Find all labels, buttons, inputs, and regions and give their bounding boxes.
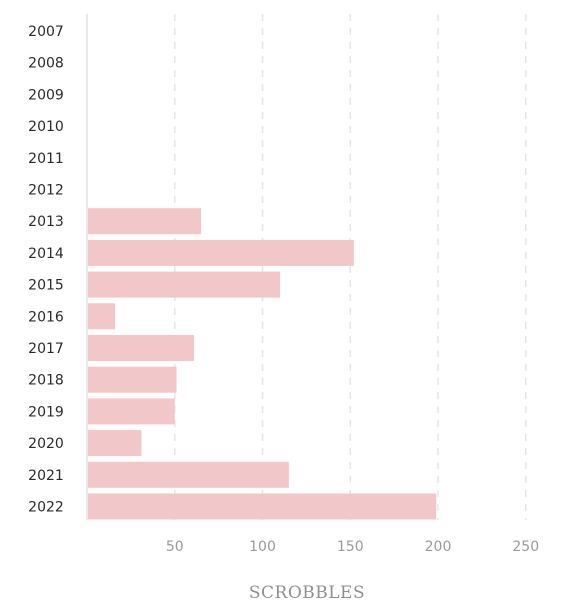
year-label: 2015 <box>28 278 64 294</box>
bar-2022[interactable] <box>88 493 437 520</box>
bars <box>88 208 437 520</box>
year-label: 2007 <box>28 24 64 40</box>
bar-2016[interactable] <box>88 303 116 330</box>
bar-2018[interactable] <box>88 366 177 393</box>
x-tick-label: 50 <box>166 539 184 555</box>
year-label: 2017 <box>28 341 64 357</box>
year-label: 2021 <box>28 468 64 484</box>
year-label: 2014 <box>28 246 64 262</box>
x-tick-labels: 50 100 150 200 250 <box>166 539 539 555</box>
year-label: 2018 <box>28 373 64 389</box>
year-label: 2009 <box>28 87 64 103</box>
x-tick-label: 200 <box>425 539 452 555</box>
year-label: 2019 <box>28 404 64 420</box>
year-labels: 2007 2008 2009 2010 2011 2012 2013 2014 2015 2016… <box>28 24 64 516</box>
year-label: 2013 <box>28 214 64 230</box>
year-label: 2008 <box>28 56 64 72</box>
bar-2020[interactable] <box>88 430 142 457</box>
bar-2017[interactable] <box>88 335 195 361</box>
bar-2021[interactable] <box>88 461 289 488</box>
x-tick-label: 150 <box>337 539 364 555</box>
year-label: 2020 <box>28 436 64 452</box>
year-label: 2010 <box>28 119 64 135</box>
year-label: 2012 <box>28 183 64 199</box>
bar-2013[interactable] <box>88 208 202 235</box>
grid-lines <box>174 14 527 520</box>
bar-2019[interactable] <box>88 398 175 425</box>
bar-2014[interactable] <box>88 239 354 266</box>
year-label: 2016 <box>28 309 64 325</box>
year-label: 2011 <box>28 151 64 167</box>
x-tick-label: 250 <box>512 539 539 555</box>
bar-2015[interactable] <box>88 271 281 298</box>
x-axis-title: SCROBBLES <box>249 583 365 603</box>
x-tick-label: 100 <box>249 539 276 555</box>
year-label: 2022 <box>28 500 64 516</box>
